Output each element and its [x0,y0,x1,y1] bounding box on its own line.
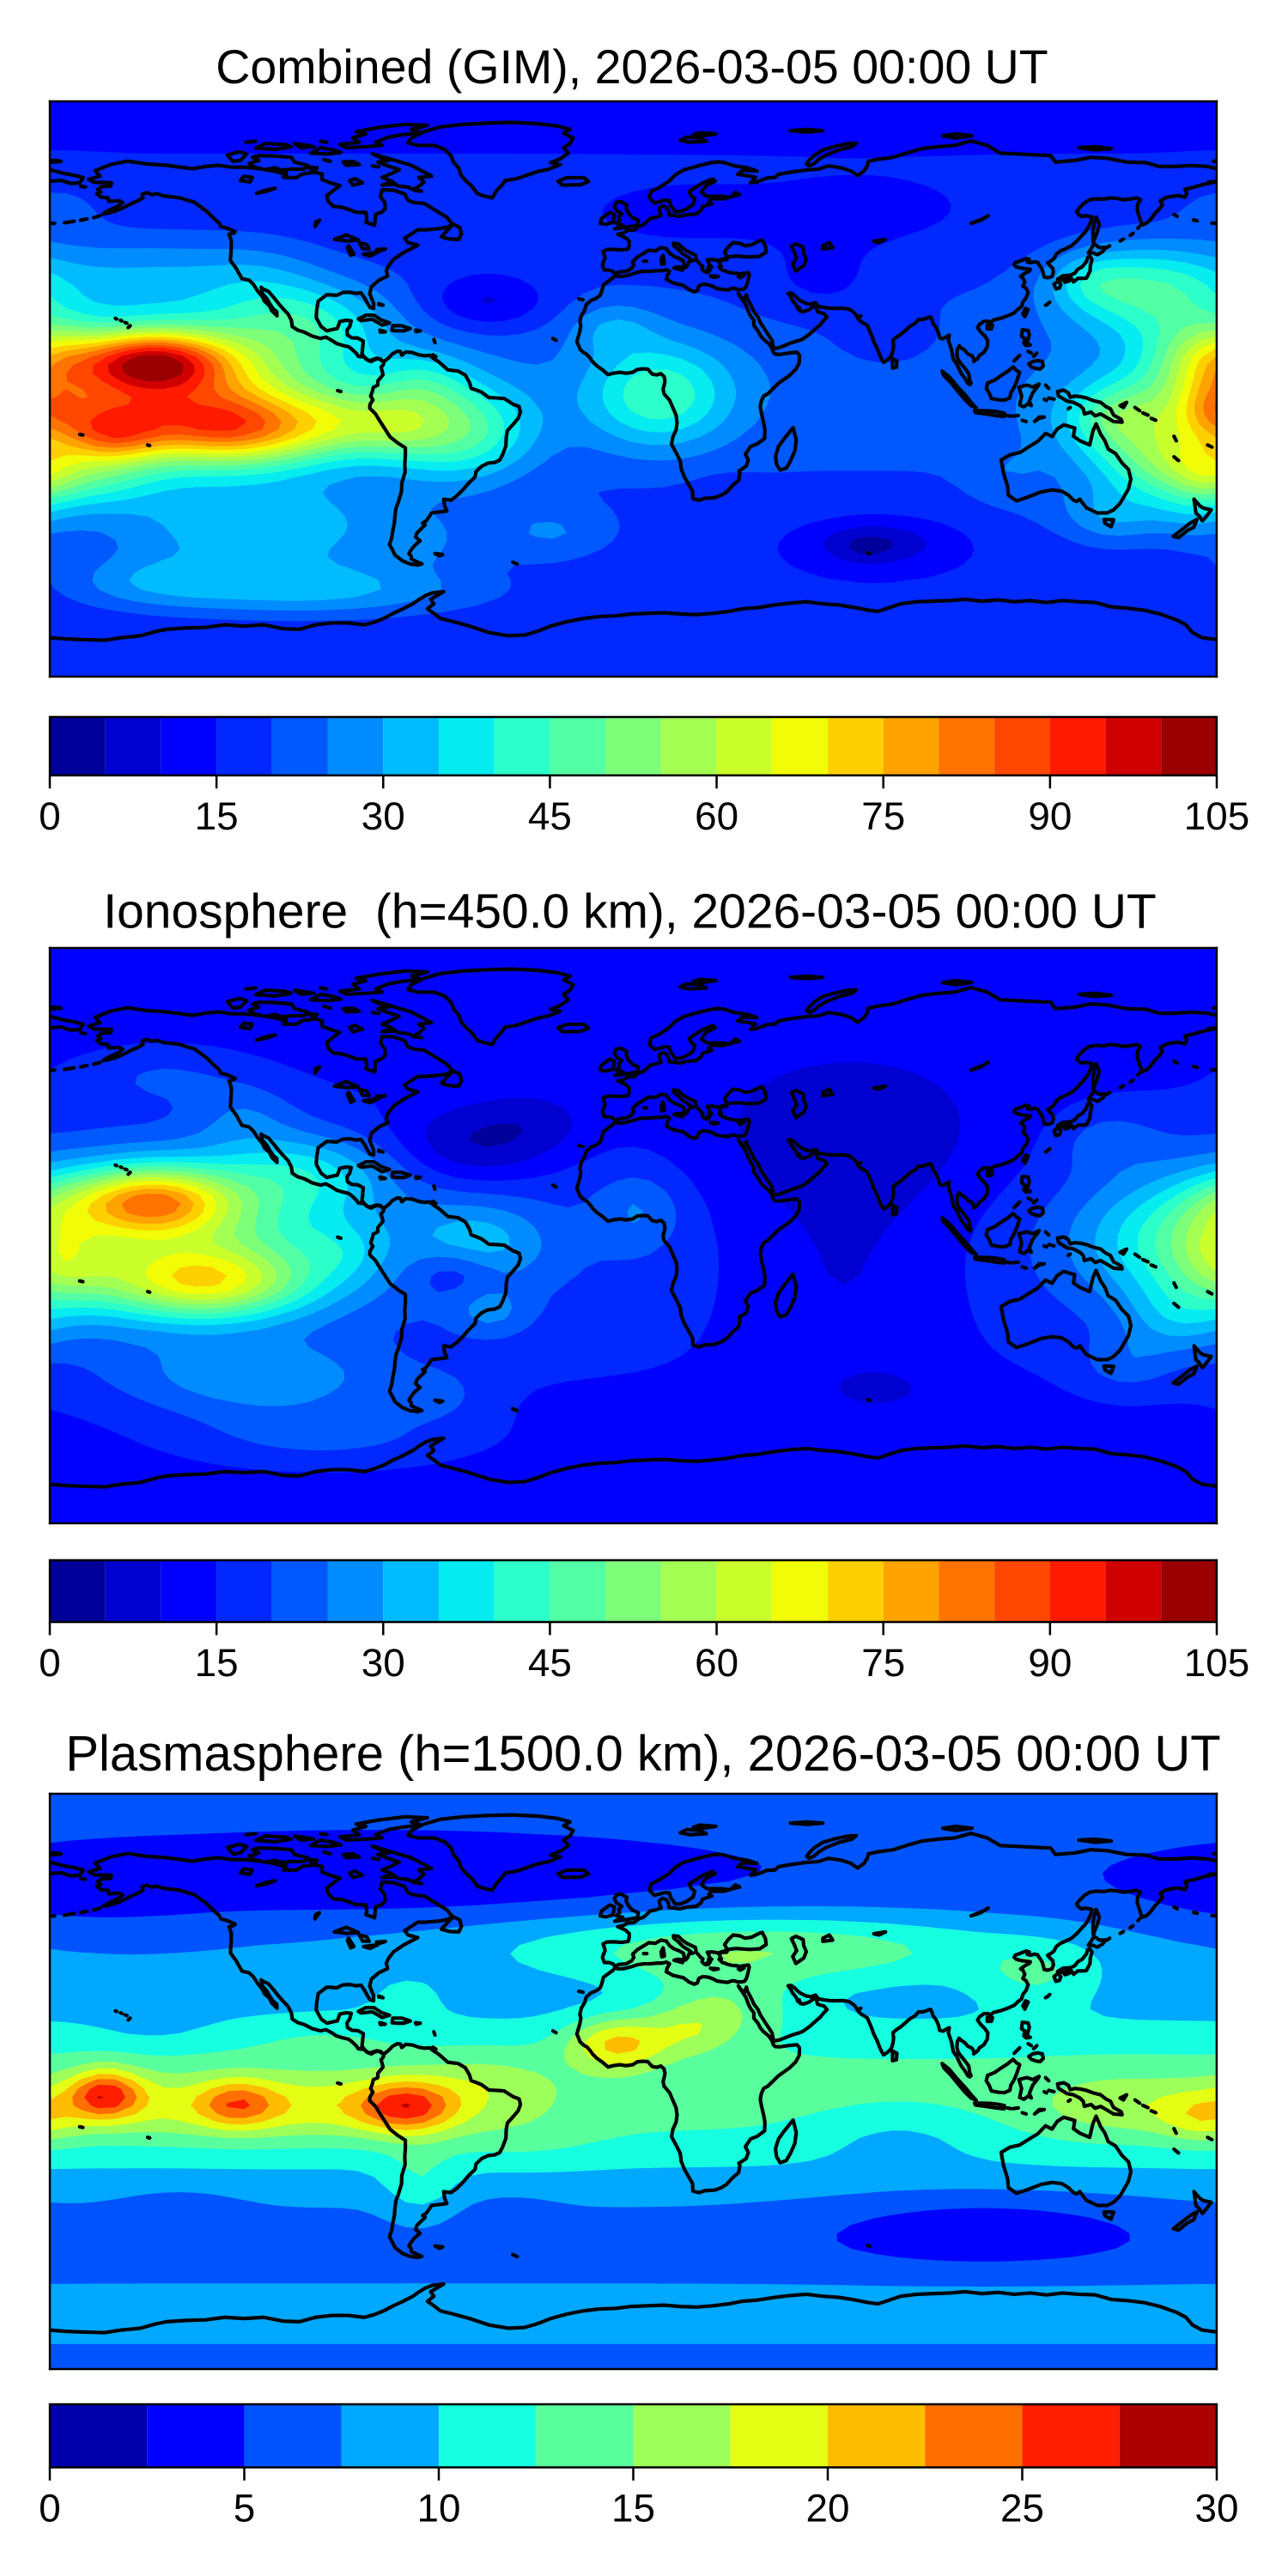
svg-text:75: 75 [861,794,905,838]
svg-text:105: 105 [1184,794,1249,838]
svg-text:Ionosphere (h=450.0 km), 2026: Ionosphere (h=450.0 km), 2026-03-05 00:0… [103,884,1157,939]
svg-text:60: 60 [695,1641,738,1685]
svg-text:25: 25 [1000,2487,1044,2530]
svg-text:30: 30 [1195,2487,1239,2530]
svg-text:Combined (GIM), 2026-03-05 00:: Combined (GIM), 2026-03-05 00:00 UT [216,40,1048,94]
svg-text:0: 0 [39,794,61,838]
svg-text:45: 45 [528,1641,572,1685]
svg-text:0: 0 [39,1641,61,1685]
svg-text:5: 5 [234,2487,256,2530]
svg-text:15: 15 [195,1641,239,1685]
svg-text:60: 60 [695,794,738,838]
svg-text:45: 45 [528,794,572,838]
svg-text:105: 105 [1184,1641,1249,1685]
svg-text:75: 75 [861,1641,905,1685]
svg-text:0: 0 [39,2487,61,2530]
svg-text:30: 30 [361,1641,405,1685]
svg-text:90: 90 [1028,1641,1072,1685]
svg-text:15: 15 [611,2487,655,2530]
svg-text:20: 20 [806,2487,850,2530]
svg-text:10: 10 [417,2487,461,2530]
svg-text:Plasmasphere (h=1500.0 km), 20: Plasmasphere (h=1500.0 km), 2026-03-05 0… [65,1727,1220,1782]
svg-text:90: 90 [1028,794,1072,838]
svg-text:15: 15 [195,794,239,838]
svg-text:30: 30 [361,794,405,838]
